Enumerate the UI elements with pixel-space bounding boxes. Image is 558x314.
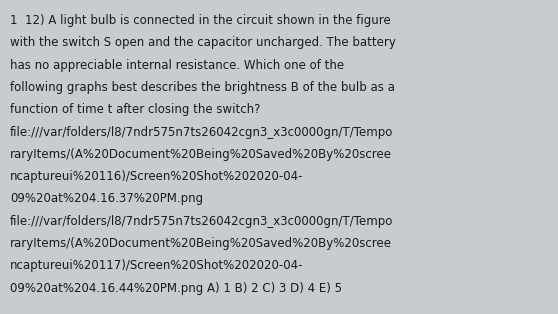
Text: file:///var/folders/l8/7ndr575n7ts26042cgn3_x3c0000gn/T/Tempo: file:///var/folders/l8/7ndr575n7ts26042c… [10,215,393,228]
Text: following graphs best describes the brightness B of the bulb as a: following graphs best describes the brig… [10,81,395,94]
Text: 09%20at%204.16.44%20PM.png A) 1 B) 2 C) 3 D) 4 E) 5: 09%20at%204.16.44%20PM.png A) 1 B) 2 C) … [10,282,342,295]
Text: ncaptureui%20116)/Screen%20Shot%202020-04-: ncaptureui%20116)/Screen%20Shot%202020-0… [10,170,304,183]
Text: 1  12) A light bulb is connected in the circuit shown in the figure: 1 12) A light bulb is connected in the c… [10,14,391,27]
Text: raryItems/(A%20Document%20Being%20Saved%20By%20scree: raryItems/(A%20Document%20Being%20Saved%… [10,148,392,161]
Text: with the switch S open and the capacitor uncharged. The battery: with the switch S open and the capacitor… [10,36,396,49]
Text: has no appreciable internal resistance. Which one of the: has no appreciable internal resistance. … [10,59,344,72]
Text: 09%20at%204.16.37%20PM.png: 09%20at%204.16.37%20PM.png [10,192,203,205]
Text: ncaptureui%20117)/Screen%20Shot%202020-04-: ncaptureui%20117)/Screen%20Shot%202020-0… [10,259,304,272]
Text: function of time t after closing the switch?: function of time t after closing the swi… [10,103,261,116]
Text: file:///var/folders/l8/7ndr575n7ts26042cgn3_x3c0000gn/T/Tempo: file:///var/folders/l8/7ndr575n7ts26042c… [10,126,393,138]
Text: raryItems/(A%20Document%20Being%20Saved%20By%20scree: raryItems/(A%20Document%20Being%20Saved%… [10,237,392,250]
